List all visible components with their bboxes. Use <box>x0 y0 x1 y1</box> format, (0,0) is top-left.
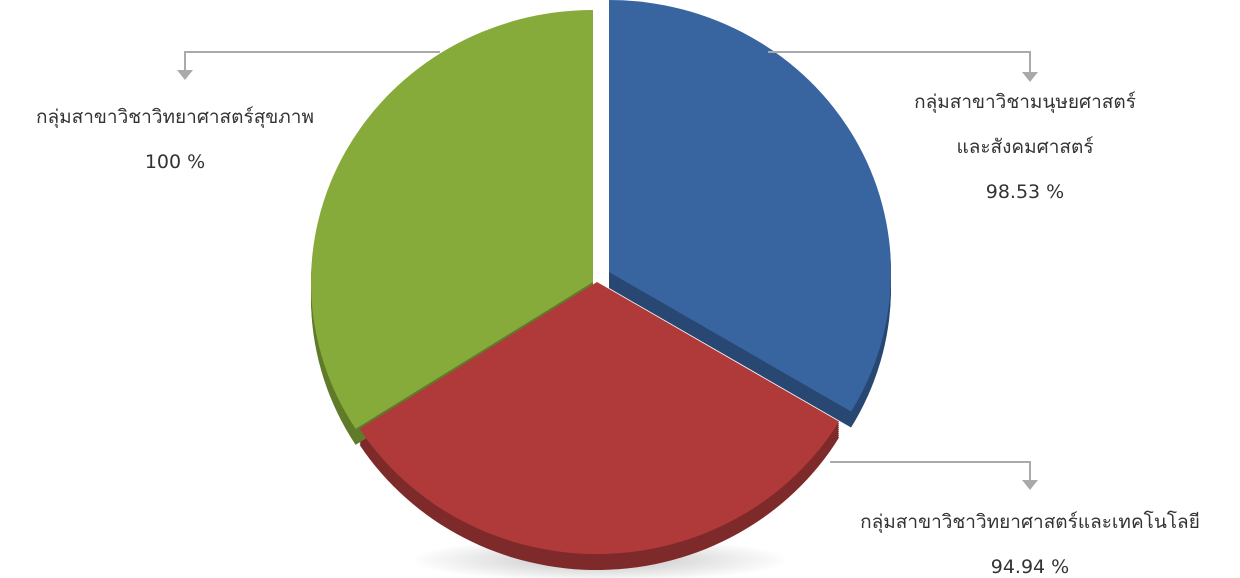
value-label: 98.53 % <box>985 181 1065 203</box>
value-label: 94.94 % <box>990 556 1070 578</box>
slice-label: กลุ่มสาขาวิชามนุษยศาสตร์ และสังคมศาสตร์ 9… <box>825 80 1225 215</box>
category-name: กลุ่มสาขาวิชามนุษยศาสตร์ และสังคมศาสตร์ <box>914 91 1136 158</box>
slice-label: กลุ่มสาขาวิชาวิทยาศาสตร์สุขภาพ 100 % <box>0 95 375 185</box>
pie <box>310 0 891 570</box>
slice <box>609 0 891 412</box>
value-label: 100 % <box>144 151 206 173</box>
category-name: กลุ่มสาขาวิชาวิทยาศาสตร์และเทคโนโลยี <box>860 511 1200 533</box>
leader-lines <box>184 51 1031 482</box>
arrows <box>177 70 1038 490</box>
slice <box>310 10 593 429</box>
category-name: กลุ่มสาขาวิชาวิทยาศาสตร์สุขภาพ <box>36 106 314 128</box>
slice-label: กลุ่มสาขาวิชาวิทยาศาสตร์และเทคโนโลยี 94.9… <box>830 500 1230 578</box>
slice <box>359 282 840 554</box>
